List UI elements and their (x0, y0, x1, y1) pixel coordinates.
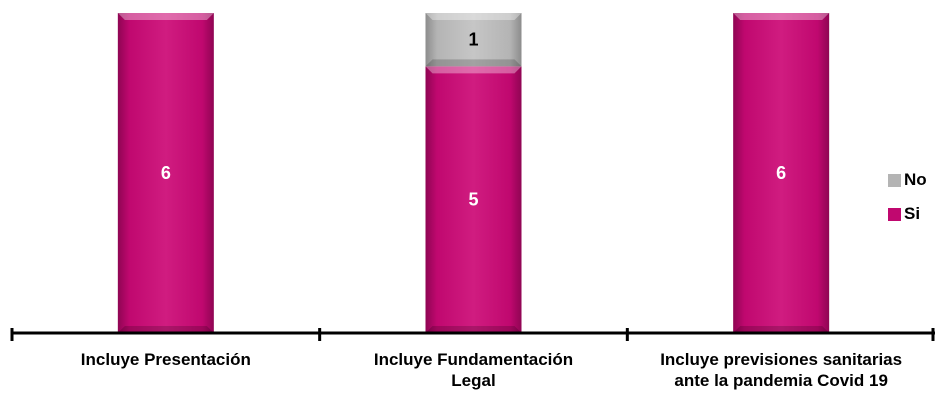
data-label-si-1: 5 (468, 190, 478, 210)
legend: No Si (888, 163, 927, 231)
data-label-si-0: 6 (161, 163, 171, 183)
legend-item-no: No (888, 163, 927, 197)
legend-swatch-si (888, 207, 901, 221)
bar-si-0 (117, 13, 214, 333)
bar-no-1 (425, 13, 522, 67)
category-label-0: Incluye Presentación (81, 350, 251, 369)
legend-label-no: No (904, 170, 927, 189)
category-label-1: Incluye Fundamentación (374, 350, 573, 369)
bar-si-1 (425, 66, 522, 333)
category-label-1: Legal (451, 371, 495, 390)
data-label-si-2: 6 (776, 163, 786, 183)
bar-si-2 (733, 13, 830, 333)
category-label-2: ante la pandemia Covid 19 (674, 371, 888, 390)
legend-swatch-no (888, 173, 901, 187)
legend-label-si: Si (904, 204, 921, 223)
category-label-2: Incluye previsiones sanitarias (660, 350, 902, 369)
data-label-no-1: 1 (468, 30, 478, 50)
legend-item-si: Si (888, 197, 927, 231)
